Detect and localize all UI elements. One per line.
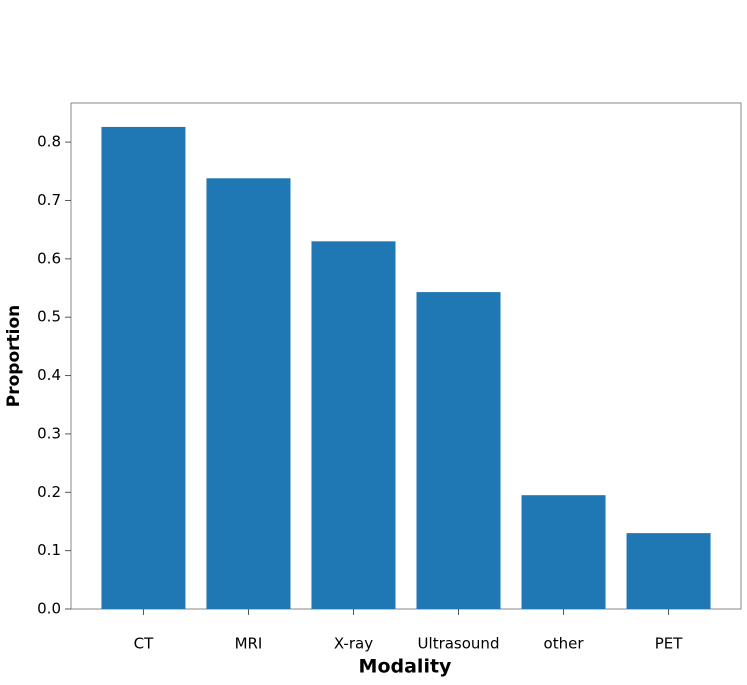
x-tick-label: other <box>544 635 585 653</box>
x-tick-label: Ultrasound <box>418 635 500 653</box>
y-tick-label: 0.2 <box>37 483 61 501</box>
bar <box>626 533 711 609</box>
y-tick-label: 0.5 <box>37 308 61 326</box>
x-tick-label: PET <box>655 635 684 653</box>
bar <box>206 178 291 609</box>
y-tick-label: 0.4 <box>37 366 61 384</box>
y-tick-label: 0.3 <box>37 424 61 442</box>
y-tick-label: 0.6 <box>37 249 61 267</box>
bar <box>311 241 396 609</box>
x-tick-label: X-ray <box>334 635 373 653</box>
bar <box>101 126 186 609</box>
y-tick-label: 0.7 <box>37 191 61 209</box>
x-axis-label: Modality <box>359 656 452 678</box>
x-tick-label: MRI <box>235 635 263 653</box>
y-axis-label: Proportion <box>4 305 24 408</box>
y-tick-label: 0.1 <box>37 541 61 559</box>
bar <box>521 495 606 609</box>
y-tick-label: 0.0 <box>37 600 61 618</box>
plot-frame <box>70 102 742 610</box>
y-tick-label: 0.8 <box>37 133 61 151</box>
bar <box>416 292 501 609</box>
x-tick-label: CT <box>134 635 154 653</box>
